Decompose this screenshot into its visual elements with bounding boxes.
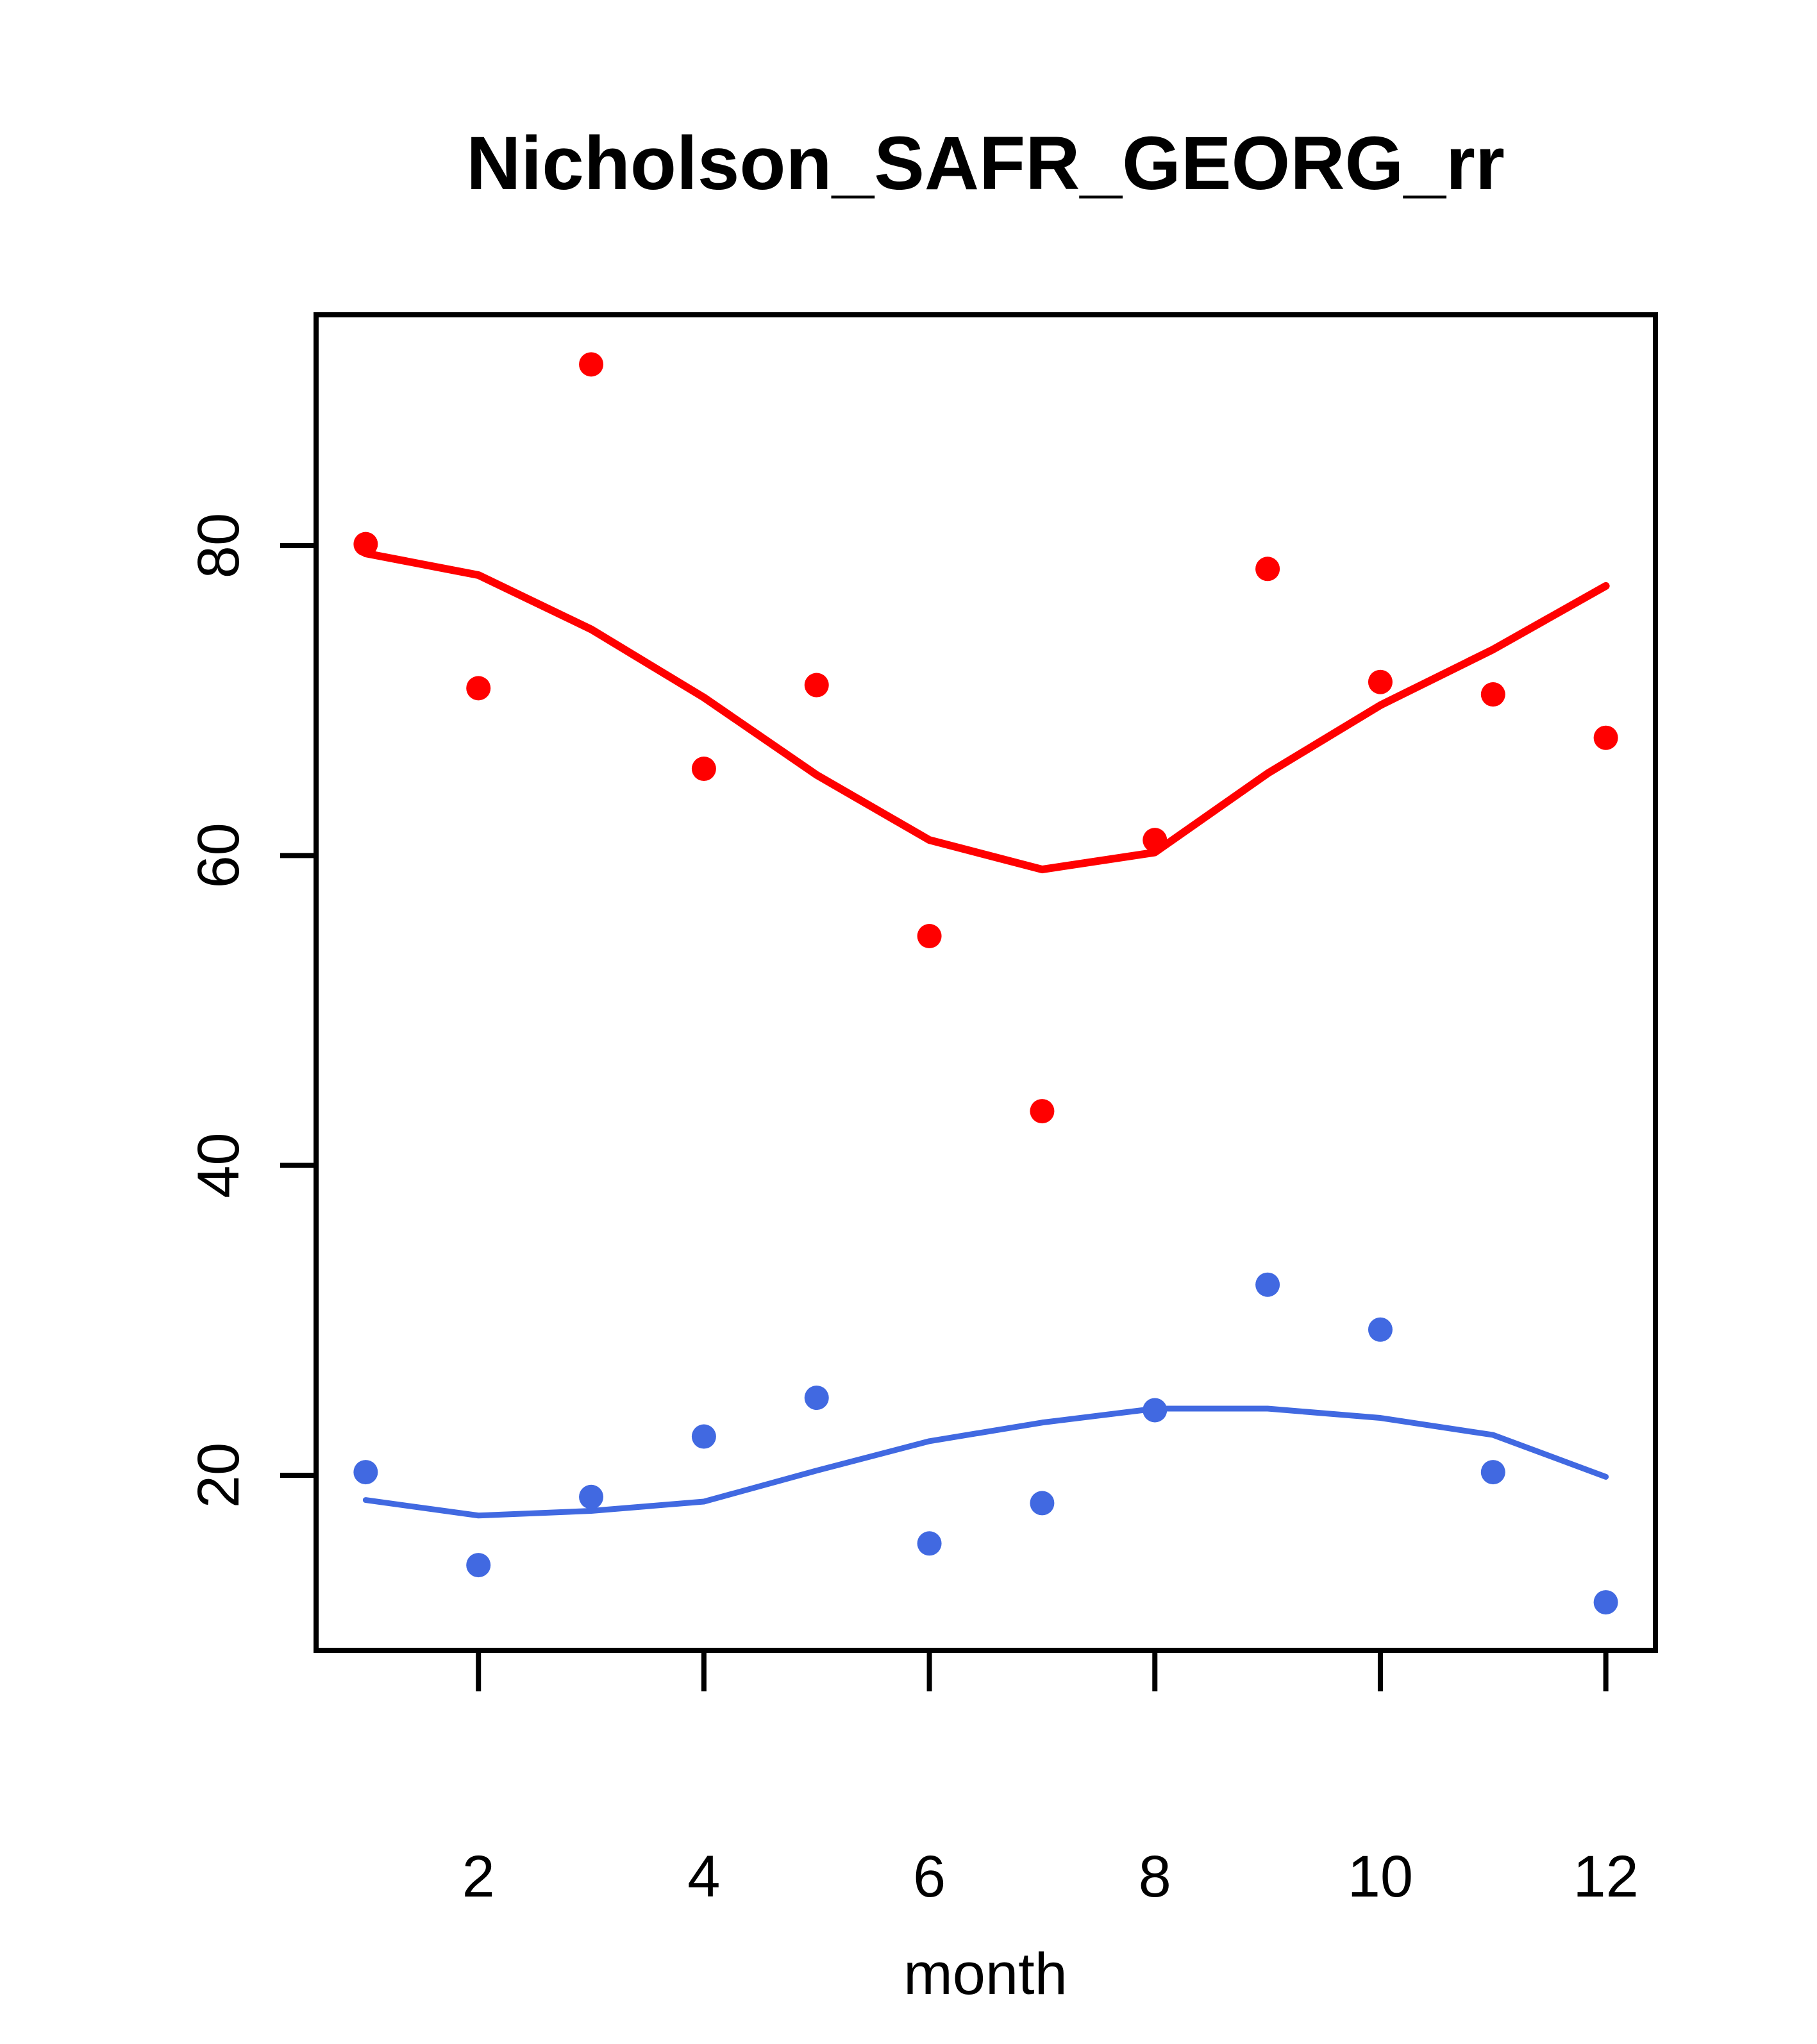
blue-point xyxy=(1593,1590,1618,1615)
blue-point xyxy=(1255,1272,1280,1297)
y-tick-label: 20 xyxy=(186,1443,251,1508)
red-point xyxy=(466,676,491,701)
red-loess-line xyxy=(362,549,1610,874)
y-tick-label: 60 xyxy=(186,823,251,888)
blue-point xyxy=(466,1553,491,1578)
red-point xyxy=(353,532,378,557)
axis-tick-labels: 2 4 6 8 10 12 20 40 60 80 xyxy=(186,513,1639,1909)
blue-point xyxy=(353,1460,378,1485)
blue-point xyxy=(1480,1460,1505,1485)
red-point xyxy=(691,757,716,782)
y-tick-label: 80 xyxy=(186,513,251,578)
blue-point xyxy=(691,1424,716,1449)
x-tick-label: 2 xyxy=(462,1844,495,1909)
blue-point xyxy=(1030,1491,1055,1516)
red-point xyxy=(1030,1099,1055,1124)
red-point xyxy=(1368,669,1393,694)
blue-loess-line xyxy=(362,1405,1609,1519)
x-tick-label: 8 xyxy=(1139,1844,1171,1909)
blue-point xyxy=(917,1531,942,1556)
red-point xyxy=(1255,557,1280,582)
plot-box xyxy=(314,312,1658,1653)
x-tick-label: 12 xyxy=(1573,1844,1638,1909)
chart-title: Nicholson_SAFR_GEORG_rr xyxy=(466,121,1505,206)
axis-ticks xyxy=(280,543,1609,1691)
blue-point xyxy=(579,1484,604,1509)
blue-point xyxy=(1368,1317,1393,1342)
data-series xyxy=(353,352,1618,1615)
red-point xyxy=(917,924,942,949)
red-point xyxy=(579,352,604,377)
x-axis-label: month xyxy=(903,1941,1068,2007)
red-point xyxy=(1593,725,1618,750)
x-tick-label: 10 xyxy=(1348,1844,1413,1909)
y-tick-label: 40 xyxy=(186,1132,251,1198)
x-tick-label: 6 xyxy=(913,1844,946,1909)
blue-point xyxy=(804,1386,829,1411)
x-tick-label: 4 xyxy=(687,1844,720,1909)
red-point xyxy=(1143,828,1168,853)
red-point xyxy=(1480,682,1505,707)
blue-point xyxy=(1143,1398,1168,1423)
red-point xyxy=(804,673,829,698)
